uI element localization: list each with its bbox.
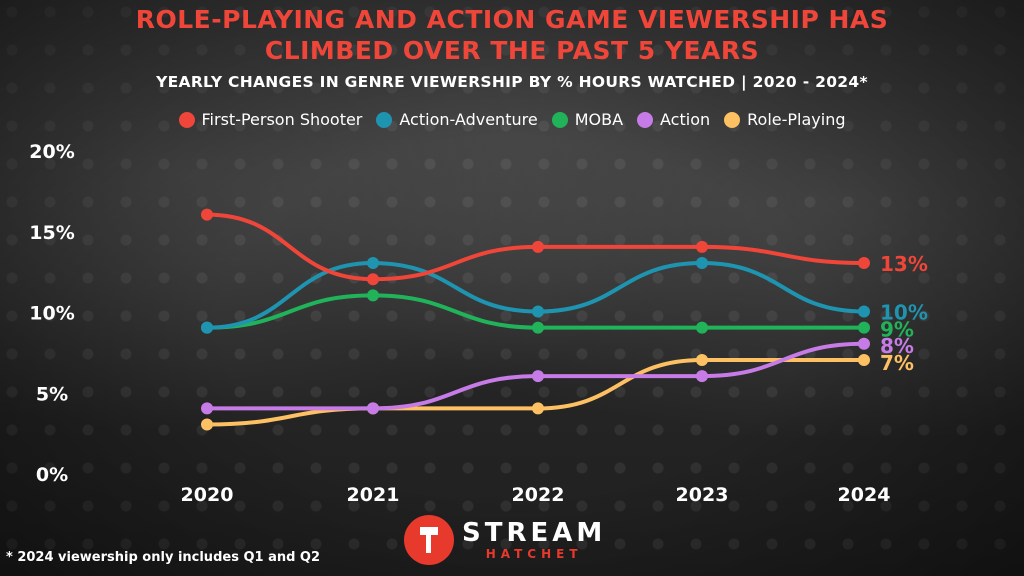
x-tick-label: 2021 (347, 484, 400, 506)
stream-hatchet-logo: STREAM HATCHET (404, 515, 606, 565)
data-point (367, 273, 379, 286)
data-point (532, 240, 544, 253)
data-point (201, 402, 213, 415)
data-point (696, 353, 708, 366)
data-point (532, 402, 544, 415)
legend-label: First-Person Shooter (201, 110, 363, 129)
end-value-label: 7% (880, 351, 914, 375)
end-value-label: 10% (880, 301, 928, 325)
legend-item: Action-Adventure (376, 110, 538, 129)
legend-item: MOBA (551, 110, 624, 129)
legend-swatch (724, 111, 741, 128)
legend-swatch (376, 111, 393, 128)
end-value-label: 9% (880, 318, 914, 342)
x-tick-label: 2024 (838, 484, 891, 506)
legend-label: Action (660, 110, 711, 129)
data-point (532, 321, 544, 334)
legend-label: MOBA (574, 110, 624, 129)
data-point (696, 370, 708, 383)
data-point (858, 305, 870, 318)
data-point (858, 257, 870, 270)
data-point (532, 370, 544, 383)
legend-swatch (178, 111, 195, 128)
y-tick-label: 20% (29, 141, 74, 163)
legend-swatch (551, 111, 568, 128)
data-point (696, 240, 708, 253)
legend-label: Role-Playing (747, 110, 846, 129)
data-point (858, 321, 870, 334)
y-tick-label: 5% (36, 383, 68, 405)
data-point (696, 257, 708, 270)
data-point (367, 257, 379, 270)
series-line (205, 293, 866, 330)
y-tick-label: 15% (29, 222, 74, 244)
data-point (201, 418, 213, 431)
y-tick-label: 10% (29, 303, 74, 325)
series-line (205, 261, 866, 330)
legend-label: Action-Adventure (399, 110, 538, 129)
legend-swatch (637, 111, 654, 128)
chart-subtitle: YEARLY CHANGES IN GENRE VIEWERSHIP BY % … (156, 73, 868, 91)
x-tick-label: 2023 (676, 484, 729, 506)
legend-item: Role-Playing (724, 110, 845, 129)
end-value-label: 13% (880, 252, 928, 276)
data-point (858, 353, 870, 366)
y-tick-label: 0% (36, 464, 68, 486)
data-point (696, 321, 708, 334)
data-point (858, 337, 870, 350)
logo-text-stream: STREAM (462, 518, 607, 548)
logo-text-hatchet: HATCHET (485, 547, 583, 561)
data-point (201, 321, 213, 334)
legend-item: First-Person Shooter (178, 110, 363, 129)
data-point (201, 208, 213, 221)
data-point (532, 305, 544, 318)
hatchet-logo-icon (404, 515, 454, 565)
series-line (205, 357, 866, 427)
data-point (367, 402, 379, 415)
legend-item: Action (637, 110, 710, 129)
series-line (205, 212, 866, 282)
end-value-label: 8% (880, 334, 914, 358)
chart-legend: First-Person Shooter Action-Adventure MOBA… (0, 110, 1024, 129)
x-tick-label: 2022 (512, 484, 565, 506)
footnote: * 2024 viewership only includes Q1 and Q… (6, 550, 321, 565)
data-point (367, 289, 379, 302)
x-tick-label: 2020 (181, 484, 234, 506)
chart-title: ROLE-PLAYING AND ACTION GAME VIEWERSHIP … (135, 5, 889, 65)
